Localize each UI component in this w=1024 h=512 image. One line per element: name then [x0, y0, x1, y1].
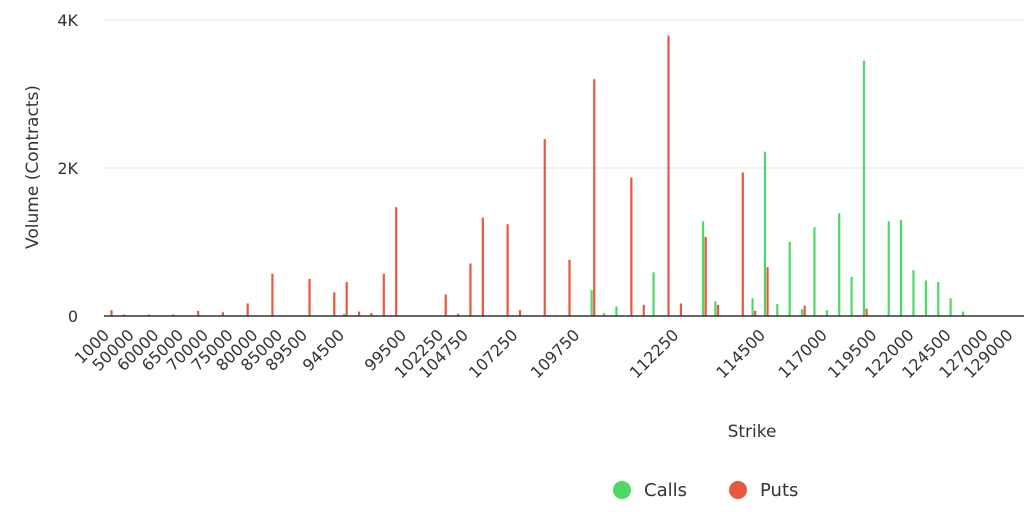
legend: Calls Puts	[613, 480, 798, 501]
puts-bar	[271, 273, 274, 316]
calls-bar	[937, 281, 940, 316]
calls-legend-label[interactable]: Calls	[644, 480, 687, 501]
puts-bar	[357, 311, 361, 316]
calls-bar	[714, 301, 717, 316]
puts-bar	[803, 305, 806, 316]
puts-bar	[456, 313, 460, 316]
puts-bar	[197, 310, 200, 316]
x-tick-label: 107250	[465, 325, 522, 382]
calls-bar	[924, 280, 927, 316]
calls-bar	[850, 276, 853, 316]
x-tick-label: 112250	[626, 325, 683, 382]
puts-bar	[110, 310, 113, 316]
x-tick-label: 109750	[527, 325, 584, 382]
puts-bar	[518, 310, 522, 316]
calls-bar	[701, 221, 705, 316]
y-axis-title: Volume (Contracts)	[23, 85, 43, 249]
puts-bar	[308, 279, 311, 316]
puts-bar	[741, 172, 744, 316]
calls-bar	[800, 309, 804, 316]
puts-bar	[667, 35, 670, 316]
puts-bar	[865, 308, 868, 316]
puts-bar	[716, 304, 720, 316]
puts-bar	[382, 273, 385, 316]
calls-bar	[813, 227, 816, 316]
x-tick-label: 117000	[774, 325, 831, 382]
calls-bar	[652, 272, 655, 316]
calls-bar	[887, 221, 890, 316]
puts-bar	[345, 281, 348, 316]
calls-bar	[949, 298, 952, 316]
puts-legend-label[interactable]: Puts	[760, 480, 798, 501]
y-tick-label: 0	[68, 307, 78, 326]
puts-bar	[679, 303, 682, 316]
puts-bar	[444, 294, 447, 316]
calls-bar	[838, 213, 841, 316]
puts-bar	[593, 79, 596, 316]
puts-legend-marker	[729, 481, 747, 499]
calls-bar	[590, 290, 593, 316]
calls-bar	[862, 60, 866, 317]
puts-bar	[469, 263, 472, 316]
puts-bar	[766, 267, 769, 316]
calls-bar	[825, 310, 828, 316]
gridlines	[104, 19, 1024, 169]
calls-bar	[615, 306, 618, 316]
calls-legend-marker	[613, 481, 631, 499]
puts-bar	[333, 292, 336, 316]
calls-bar	[751, 298, 754, 316]
calls-bar	[788, 242, 791, 316]
puts-bar	[704, 236, 707, 316]
puts-bar	[754, 310, 757, 316]
calls-bar	[763, 151, 767, 316]
puts-bar	[543, 139, 546, 316]
bars	[110, 35, 965, 317]
puts-bar	[568, 259, 571, 316]
puts-bar	[370, 313, 373, 316]
puts-bar	[395, 207, 398, 316]
y-tick-label: 4K	[57, 11, 78, 30]
calls-bar	[776, 304, 779, 316]
puts-bar	[481, 217, 484, 316]
calls-bar	[961, 311, 965, 316]
puts-bar	[630, 177, 633, 316]
puts-bar	[642, 304, 645, 316]
x-tick-label: 114500	[712, 325, 769, 382]
puts-bar	[246, 303, 249, 316]
y-tick-label: 2K	[57, 159, 78, 178]
puts-bar	[221, 312, 224, 316]
x-axis-title: Strike	[728, 422, 777, 442]
x-axis-ticks: 1000500006000065000700007500080000850008…	[71, 325, 1017, 382]
puts-bar	[506, 224, 509, 316]
y-axis-ticks: 0 2K 4K	[57, 11, 78, 326]
calls-bar	[900, 219, 903, 316]
calls-bar	[912, 270, 915, 316]
x-tick-label: 94500	[299, 325, 348, 374]
calls-bar	[602, 313, 606, 316]
calls-bar	[342, 313, 346, 316]
